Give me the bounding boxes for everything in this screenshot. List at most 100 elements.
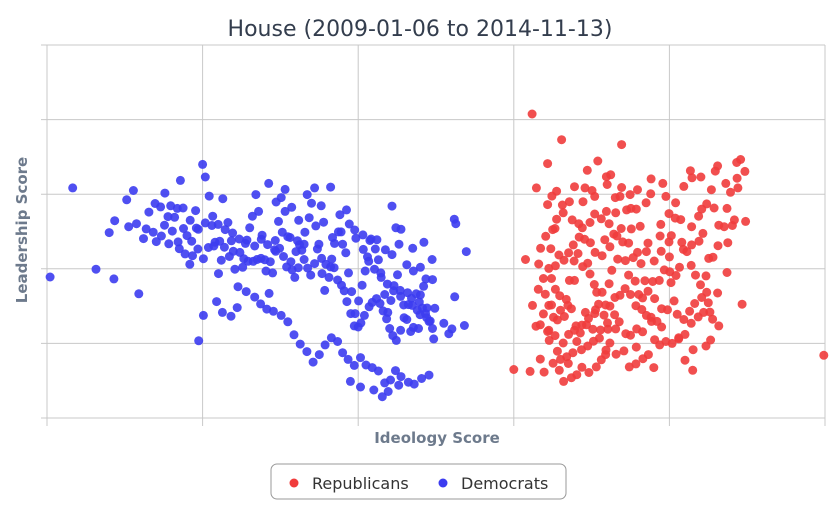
republicans-point[interactable]: [509, 365, 519, 374]
republicans-point[interactable]: [638, 293, 648, 303]
republicans-point[interactable]: [687, 173, 697, 183]
democrats-point[interactable]: [276, 310, 286, 320]
republicans-point[interactable]: [687, 240, 697, 250]
democrats-point[interactable]: [174, 244, 184, 254]
democrats-point[interactable]: [396, 291, 406, 301]
democrats-point[interactable]: [373, 255, 383, 265]
republicans-point[interactable]: [732, 173, 742, 183]
republicans-point[interactable]: [566, 304, 576, 314]
republicans-point[interactable]: [819, 350, 829, 360]
republicans-point[interactable]: [543, 159, 553, 169]
republicans-point[interactable]: [656, 219, 666, 229]
republicans-point[interactable]: [552, 214, 562, 224]
democrats-point[interactable]: [336, 227, 346, 237]
democrats-point[interactable]: [354, 296, 364, 306]
republicans-point[interactable]: [694, 236, 704, 246]
democrats-point[interactable]: [339, 286, 349, 296]
democrats-point[interactable]: [358, 230, 368, 240]
republicans-point[interactable]: [705, 307, 715, 317]
democrats-point[interactable]: [166, 201, 176, 211]
democrats-point[interactable]: [144, 207, 154, 217]
democrats-point[interactable]: [358, 244, 368, 254]
democrats-point[interactable]: [256, 234, 266, 244]
republicans-point[interactable]: [564, 197, 574, 207]
republicans-point[interactable]: [667, 338, 677, 348]
republicans-point[interactable]: [697, 204, 707, 214]
republicans-point[interactable]: [539, 367, 549, 377]
republicans-point[interactable]: [541, 231, 551, 241]
republicans-point[interactable]: [669, 296, 679, 306]
republicans-point[interactable]: [531, 321, 541, 331]
republicans-point[interactable]: [741, 216, 751, 226]
republicans-point[interactable]: [636, 259, 646, 269]
republicans-point[interactable]: [646, 174, 656, 184]
democrats-point[interactable]: [208, 211, 218, 221]
republicans-point[interactable]: [533, 284, 543, 294]
republicans-point[interactable]: [714, 321, 724, 331]
democrats-point[interactable]: [274, 216, 283, 226]
democrats-point[interactable]: [194, 336, 204, 346]
republicans-point[interactable]: [564, 248, 574, 258]
democrats-point[interactable]: [109, 274, 119, 284]
democrats-point[interactable]: [376, 268, 386, 278]
republicans-point[interactable]: [572, 337, 582, 346]
democrats-point[interactable]: [356, 353, 365, 363]
democrats-point[interactable]: [238, 262, 248, 272]
republicans-point[interactable]: [696, 280, 705, 290]
republicans-point[interactable]: [585, 218, 595, 227]
democrats-point[interactable]: [428, 324, 437, 333]
republicans-point[interactable]: [703, 298, 713, 308]
democrats-point[interactable]: [228, 228, 238, 238]
republicans-point[interactable]: [590, 191, 600, 201]
democrats-point[interactable]: [414, 324, 423, 333]
republicans-point[interactable]: [664, 252, 674, 262]
republicans-point[interactable]: [617, 183, 627, 192]
democrats-point[interactable]: [250, 241, 260, 251]
democrats-point[interactable]: [185, 259, 195, 269]
democrats-point[interactable]: [160, 188, 170, 198]
democrats-point[interactable]: [386, 296, 396, 305]
republicans-point[interactable]: [694, 211, 704, 221]
republicans-point[interactable]: [570, 275, 579, 285]
democrats-point[interactable]: [218, 194, 228, 204]
democrats-point[interactable]: [378, 306, 388, 316]
republicans-point[interactable]: [611, 208, 621, 218]
democrats-point[interactable]: [459, 321, 469, 330]
democrats-point[interactable]: [357, 280, 367, 290]
democrats-point[interactable]: [375, 299, 385, 308]
republicans-point[interactable]: [677, 237, 687, 247]
democrats-point[interactable]: [402, 260, 412, 270]
republicans-point[interactable]: [563, 359, 573, 368]
republicans-point[interactable]: [687, 222, 697, 232]
republicans-point[interactable]: [657, 322, 667, 332]
democrats-point[interactable]: [312, 244, 322, 254]
republicans-point[interactable]: [536, 243, 546, 253]
democrats-point[interactable]: [380, 245, 390, 255]
republicans-point[interactable]: [600, 235, 610, 245]
democrats-point[interactable]: [104, 228, 114, 238]
republicans-point[interactable]: [631, 359, 641, 369]
republicans-point[interactable]: [621, 329, 631, 339]
democrats-point[interactable]: [214, 269, 223, 279]
democrats-point[interactable]: [287, 202, 297, 212]
democrats-point[interactable]: [344, 268, 353, 278]
republicans-point[interactable]: [641, 198, 651, 208]
democrats-point[interactable]: [422, 313, 432, 323]
democrats-point[interactable]: [179, 224, 188, 233]
democrats-point[interactable]: [268, 268, 278, 278]
democrats-point[interactable]: [283, 317, 293, 327]
republicans-point[interactable]: [547, 300, 556, 310]
republicans-point[interactable]: [663, 305, 672, 315]
democrats-point[interactable]: [300, 227, 310, 237]
democrats-point[interactable]: [264, 288, 274, 298]
democrats-point[interactable]: [132, 219, 141, 229]
republicans-point[interactable]: [680, 355, 690, 365]
democrats-point[interactable]: [291, 247, 301, 257]
democrats-point[interactable]: [217, 307, 227, 317]
republicans-point[interactable]: [577, 362, 587, 372]
democrats-point[interactable]: [320, 285, 330, 295]
republicans-point[interactable]: [548, 225, 558, 235]
republicans-point[interactable]: [618, 237, 628, 247]
democrats-point[interactable]: [360, 266, 370, 276]
republicans-point[interactable]: [688, 365, 698, 375]
